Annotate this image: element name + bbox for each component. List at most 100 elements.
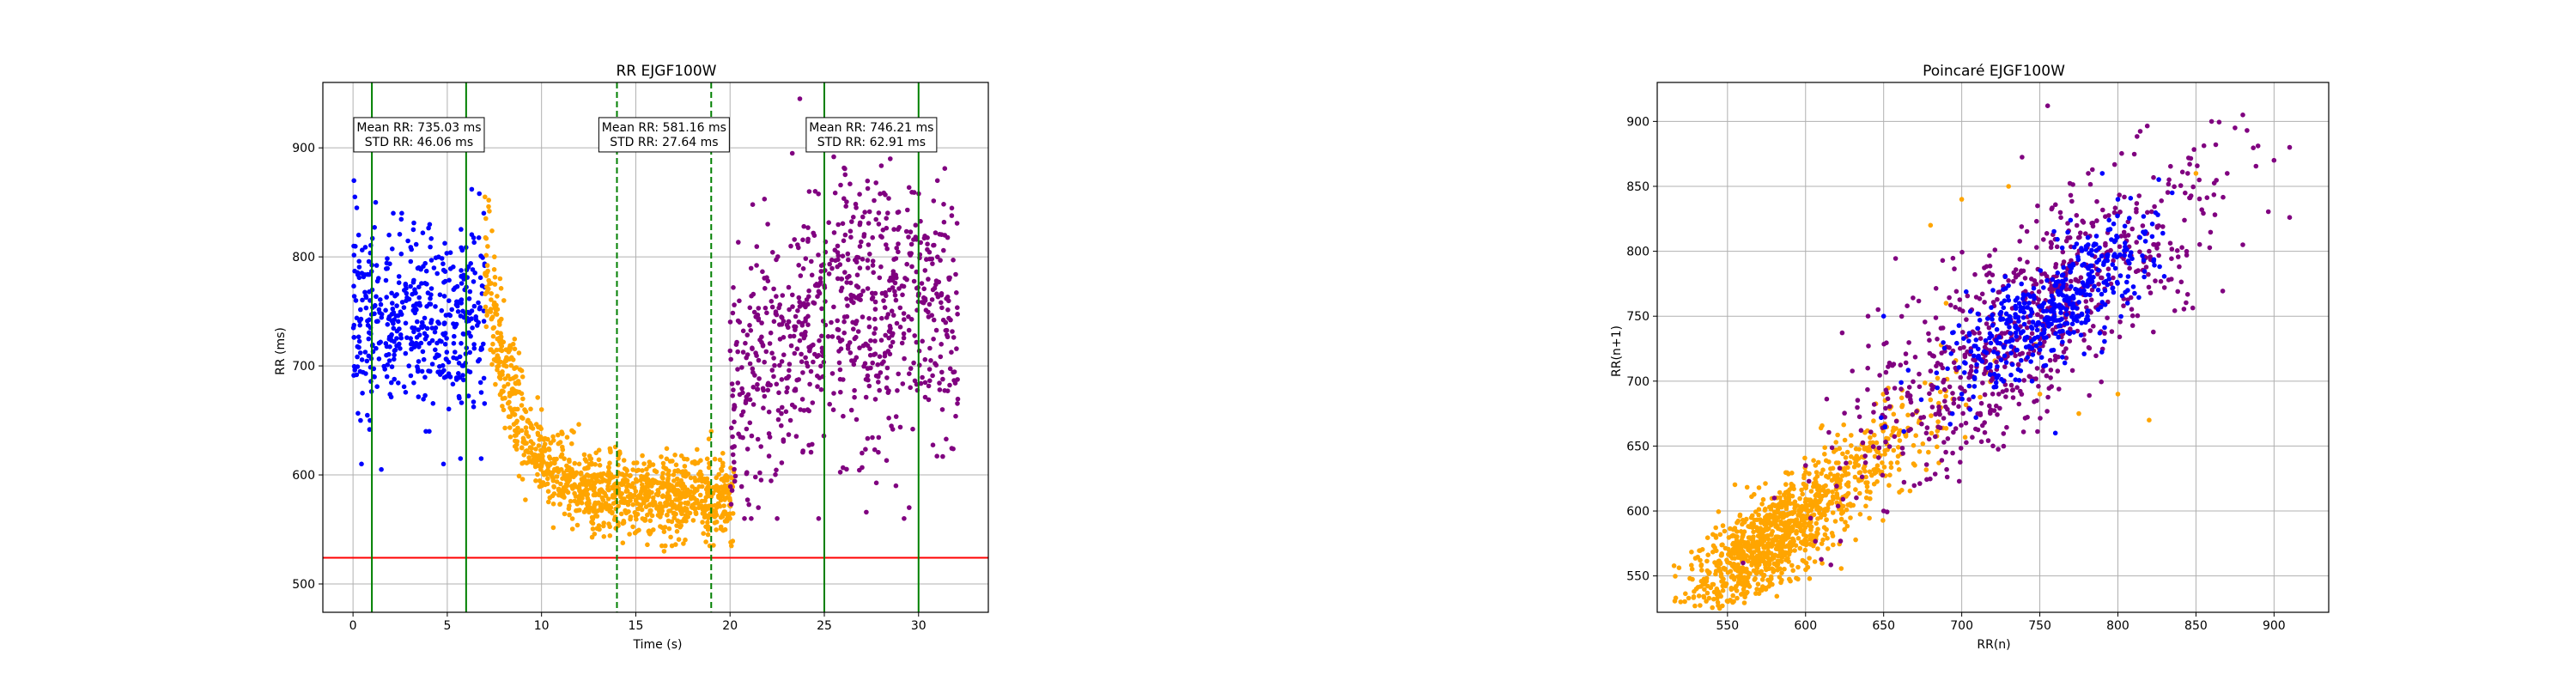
data-point [571, 429, 576, 435]
data-point [2000, 389, 2006, 394]
data-point [730, 452, 736, 458]
data-point [2182, 217, 2187, 223]
data-point [379, 312, 385, 317]
data-point [447, 250, 453, 256]
data-point [559, 452, 565, 458]
data-point [384, 374, 390, 380]
data-point [1840, 509, 1846, 515]
data-point [1728, 553, 1734, 559]
data-point [793, 313, 799, 319]
data-point [660, 471, 665, 476]
data-point [1784, 512, 1789, 517]
data-point [920, 300, 925, 305]
data-point [2152, 242, 2157, 247]
data-point [427, 222, 433, 228]
data-point [841, 413, 846, 419]
data-point [852, 394, 857, 400]
data-point [476, 319, 481, 325]
data-point [1935, 375, 1941, 381]
data-point [841, 330, 847, 336]
data-point [683, 519, 689, 524]
data-point [2041, 237, 2046, 242]
data-point [1726, 546, 1731, 552]
data-point [2177, 264, 2182, 270]
data-point [1747, 549, 1753, 554]
data-point [646, 483, 651, 489]
data-point [352, 268, 357, 274]
data-point [1947, 422, 1953, 427]
data-point [1682, 599, 1687, 605]
data-point [630, 502, 635, 508]
data-point [455, 309, 461, 314]
data-point [732, 302, 737, 307]
data-point [477, 380, 483, 386]
data-point [512, 411, 518, 417]
data-point [625, 494, 631, 499]
data-point [2044, 231, 2050, 236]
data-point [467, 289, 473, 295]
data-point [1971, 394, 1976, 399]
data-point [2071, 330, 2076, 335]
data-point [2134, 240, 2139, 245]
data-point [819, 333, 824, 339]
data-point [767, 435, 773, 440]
data-point [796, 263, 801, 268]
data-point [436, 254, 441, 260]
data-point [1803, 483, 1809, 489]
data-point [436, 320, 441, 326]
data-point [2002, 298, 2008, 304]
data-point [1936, 400, 1941, 406]
data-point [1803, 567, 1808, 573]
data-point [752, 373, 757, 378]
data-point [434, 271, 440, 277]
data-point [1704, 590, 1710, 596]
data-point [2063, 277, 2069, 283]
data-point [671, 505, 676, 510]
data-point [1826, 475, 1831, 480]
data-point [2154, 246, 2160, 251]
data-point [1988, 407, 1994, 413]
data-point [2184, 252, 2190, 258]
data-point [1756, 485, 1762, 490]
data-point [1857, 512, 1863, 517]
data-point [574, 484, 580, 489]
data-point [465, 393, 471, 398]
data-point [1883, 439, 1888, 445]
data-point [2153, 210, 2159, 216]
data-point [2069, 302, 2075, 308]
data-point [2112, 265, 2118, 271]
data-point [1943, 393, 1948, 399]
data-point [2093, 248, 2099, 253]
data-point [2068, 192, 2074, 198]
data-point [481, 319, 487, 324]
data-point [937, 380, 942, 386]
data-point [1888, 460, 1893, 465]
data-point [476, 235, 482, 240]
data-point [664, 494, 670, 500]
data-point [392, 348, 398, 354]
data-point [2037, 347, 2043, 353]
data-point [578, 471, 584, 477]
data-point [2142, 269, 2148, 274]
data-point [1905, 412, 1911, 418]
data-point [599, 502, 605, 508]
data-point [696, 505, 702, 511]
data-point [649, 489, 654, 495]
data-point [2091, 243, 2096, 248]
data-point [1807, 576, 1813, 581]
data-point [358, 417, 363, 423]
data-point [2003, 311, 2009, 317]
data-point [603, 501, 609, 506]
data-point [1712, 544, 1717, 550]
data-point [757, 470, 762, 476]
data-point [735, 349, 740, 355]
data-point [747, 397, 753, 403]
data-point [843, 204, 848, 209]
data-point [671, 510, 677, 516]
data-point [1980, 380, 1985, 386]
data-point [1702, 581, 1708, 587]
data-point [513, 374, 519, 380]
data-point [1732, 526, 1738, 531]
data-point [1829, 531, 1835, 536]
data-point [1966, 383, 1972, 389]
